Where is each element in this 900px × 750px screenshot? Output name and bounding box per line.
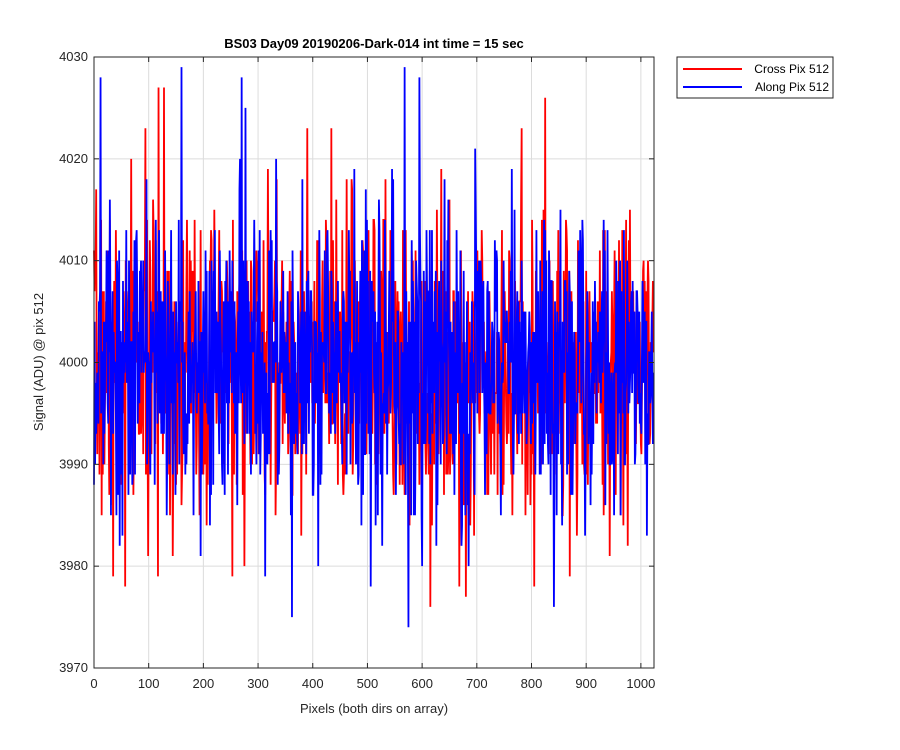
x-tick-label: 400 bbox=[302, 676, 324, 691]
legend-label-cross: Cross Pix 512 bbox=[754, 62, 829, 76]
series-layer bbox=[93, 67, 655, 628]
x-tick-label: 700 bbox=[466, 676, 488, 691]
y-tick-label: 3970 bbox=[59, 660, 88, 675]
x-tick-label: 0 bbox=[90, 676, 97, 691]
y-tick-label: 3980 bbox=[59, 558, 88, 573]
chart-title: BS03 Day09 20190206-Dark-014 int time = … bbox=[224, 36, 524, 51]
x-tick-label: 1000 bbox=[626, 676, 655, 691]
legend: Cross Pix 512 Along Pix 512 bbox=[676, 56, 834, 99]
legend-label-along: Along Pix 512 bbox=[755, 80, 829, 94]
y-tick-label: 3990 bbox=[59, 456, 88, 471]
y-tick-label: 4010 bbox=[59, 253, 88, 268]
x-tick-label: 300 bbox=[247, 676, 269, 691]
y-axis-label: Signal (ADU) @ pix 512 bbox=[31, 293, 46, 431]
legend-box bbox=[676, 56, 834, 99]
y-tick-label: 4000 bbox=[59, 355, 88, 370]
axis-ticks: 0 100 200 300 400 500 600 700 800 900 1000 3970 3980… bbox=[59, 49, 655, 691]
x-tick-label: 200 bbox=[193, 676, 215, 691]
x-tick-label: 100 bbox=[138, 676, 160, 691]
x-tick-label: 800 bbox=[521, 676, 543, 691]
series-line-1 bbox=[93, 67, 655, 628]
y-tick-label: 4030 bbox=[59, 49, 88, 64]
x-tick-label: 600 bbox=[411, 676, 433, 691]
x-tick-label: 500 bbox=[357, 676, 379, 691]
x-tick-label: 900 bbox=[575, 676, 597, 691]
y-tick-label: 4020 bbox=[59, 151, 88, 166]
x-axis-label: Pixels (both dirs on array) bbox=[300, 701, 448, 716]
